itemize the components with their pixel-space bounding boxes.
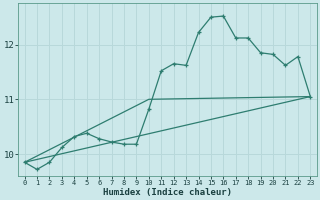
X-axis label: Humidex (Indice chaleur): Humidex (Indice chaleur)	[103, 188, 232, 197]
